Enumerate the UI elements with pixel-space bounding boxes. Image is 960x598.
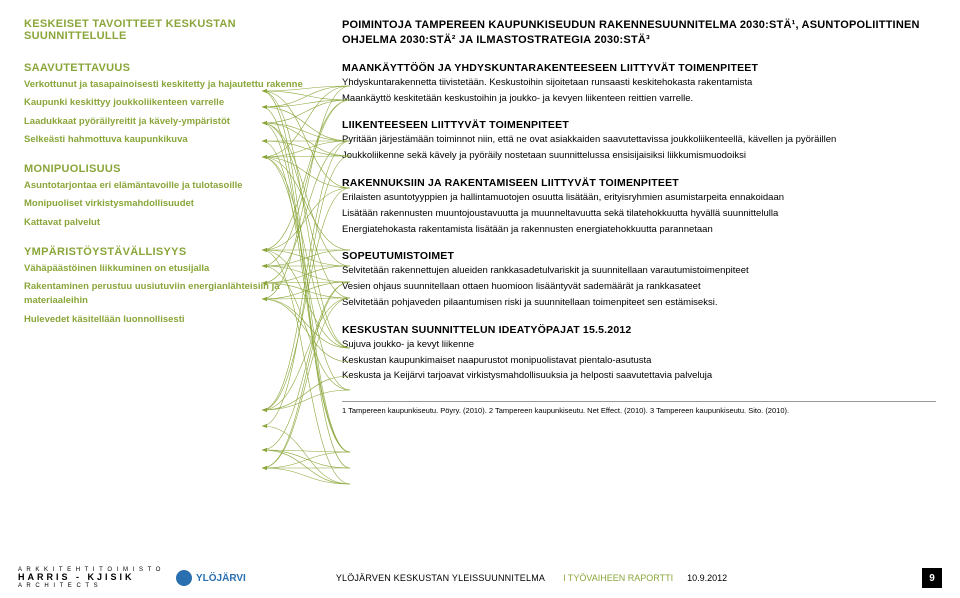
left-item: Kattavat palvelut xyxy=(24,216,304,230)
right-body-text: Keskusta ja Keijärvi tarjoavat virkistys… xyxy=(342,370,936,383)
right-body-text: Joukkoliikenne sekä kävely ja pyöräily n… xyxy=(342,150,936,163)
left-item: Monipuoliset virkistysmahdollisuudet xyxy=(24,197,304,211)
right-body-text: Selvitetään pohjaveden pilaantumisen ris… xyxy=(342,297,936,310)
right-body-text: Sujuva joukko- ja kevyt liikenne xyxy=(342,339,936,352)
page-number: 9 xyxy=(922,568,942,588)
left-section-heading: YMPÄRISTÖYSTÄVÄLLISYYS xyxy=(24,246,316,258)
right-body-text: Maankäyttö keskitetään keskustoihin ja j… xyxy=(342,93,936,106)
left-section-heading: MONIPUOLISUUS xyxy=(24,163,316,175)
right-body-text: Pyritään järjestämään toiminnot niin, et… xyxy=(342,134,936,147)
right-sections: MAANKÄYTTÖÖN JA YHDYSKUNTARAKENTEESEEN L… xyxy=(342,62,936,384)
right-body-text: Yhdyskuntarakennetta tiivistetään. Kesku… xyxy=(342,77,936,90)
footer-subtitle: I TYÖVAIHEEN RAPORTTI xyxy=(563,573,673,583)
left-item: Verkottunut ja tasapainoisesti keskitett… xyxy=(24,78,304,92)
left-item: Asuntotarjontaa eri elämäntavoille ja tu… xyxy=(24,179,304,193)
left-item: Laadukkaat pyöräilyreitit ja kävely-ympä… xyxy=(24,115,304,129)
right-section-heading: KESKUSTAN SUUNNITTELUN IDEATYÖPAJAT 15.5… xyxy=(342,324,936,336)
right-body-text: Keskustan kaupunkimaiset naapurustot mon… xyxy=(342,355,936,368)
right-body-text: Erilaisten asuntotyyppien ja hallintamuo… xyxy=(342,192,936,205)
left-sections: SAAVUTETTAVUUS Verkottunut ja tasapainois… xyxy=(24,62,316,327)
right-section-heading: MAANKÄYTTÖÖN JA YHDYSKUNTARAKENTEESEEN L… xyxy=(342,62,936,74)
ylojarvi-label: YLÖJÄRVI xyxy=(196,573,246,584)
left-item: Rakentaminen perustuu uusiutuviin energi… xyxy=(24,280,304,309)
right-section-heading: LIIKENTEESEEN LIITTYVÄT TOIMENPITEET xyxy=(342,119,936,131)
right-body-text: Vesien ohjaus suunnitellaan ottaen huomi… xyxy=(342,281,936,294)
left-item: Hulevedet käsitellään luonnollisesti xyxy=(24,313,304,327)
left-item: Selkeästi hahmottuva kaupunkikuva xyxy=(24,133,304,147)
footer-title: YLÖJÄRVEN KESKUSTAN YLEISSUUNNITELMA xyxy=(336,573,545,583)
left-section-heading: SAAVUTETTAVUUS xyxy=(24,62,316,74)
right-main-heading: POIMINTOJA TAMPEREEN KAUPUNKISEUDUN RAKE… xyxy=(342,18,936,48)
right-body-text: Selvitetään rakennettujen alueiden rankk… xyxy=(342,265,936,278)
footer-date: 10.9.2012 xyxy=(687,573,727,583)
logo-big-text: HARRIS - KJISIK xyxy=(18,572,135,582)
right-body-text: Lisätään rakennusten muuntojoustavuutta … xyxy=(342,208,936,221)
right-section-heading: SOPEUTUMISTOIMET xyxy=(342,250,936,262)
left-main-heading: KESKEISET TAVOITTEET KESKUSTAN SUUNNITTE… xyxy=(24,18,316,42)
ylojarvi-icon xyxy=(176,570,192,586)
references: 1 Tampereen kaupunkiseutu. Pöyry. (2010)… xyxy=(342,401,936,415)
left-item: Vähäpäästöinen liikkuminen on etusijalla xyxy=(24,262,304,276)
logo-harris-kjisik: A R K K I T E H T I T O I M I S T O HARR… xyxy=(18,567,162,589)
right-section-heading: RAKENNUKSIIN JA RAKENTAMISEEN LIITTYVÄT … xyxy=(342,177,936,189)
left-item: Kaupunki keskittyy joukkoliikenteen varr… xyxy=(24,96,304,110)
right-body-text: Energiatehokasta rakentamista lisätään j… xyxy=(342,224,936,237)
footer: A R K K I T E H T I T O I M I S T O HARR… xyxy=(0,558,960,598)
logo-sub-text: A R C H I T E C T S xyxy=(18,583,162,589)
logo-ylojarvi: YLÖJÄRVI xyxy=(176,570,246,586)
